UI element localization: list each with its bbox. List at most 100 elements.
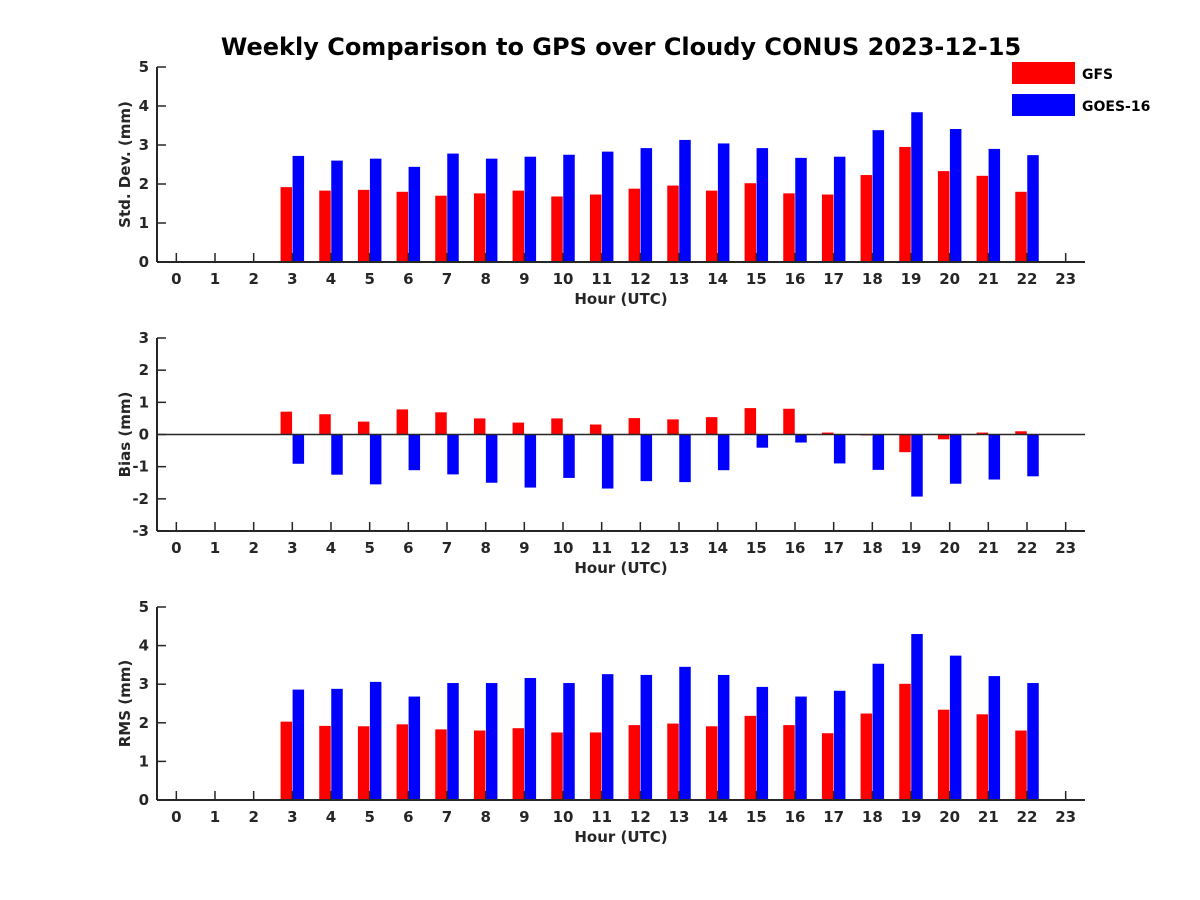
x-tick-label: 23 [1055,270,1076,288]
bar-goes16-hour-5 [369,434,382,485]
bar-gfs-hour-8 [473,730,486,800]
x-tick-label: 16 [785,270,806,288]
x-tick-label: 23 [1055,539,1076,557]
y-tick-label: 0 [139,426,149,444]
bar-goes16-hour-20 [949,129,962,262]
x-tick-label: 17 [823,808,844,826]
bar-goes16-hour-18 [872,663,885,800]
x-tick-label: 2 [248,270,258,288]
bar-gfs-hour-6 [396,191,409,262]
x-tick-label: 20 [939,808,960,826]
bar-goes16-hour-19 [911,434,923,497]
y-tick-label: 5 [139,58,149,76]
bar-gfs-hour-4 [319,190,331,262]
legend-swatch-gfs [1012,62,1075,84]
x-tick-label: 1 [210,270,220,288]
y-tick-label: 3 [139,136,149,154]
x-axis-label: Hour (UTC) [574,559,667,577]
bar-gfs-hour-3 [280,187,293,262]
x-tick-label: 2 [248,539,258,557]
bar-goes16-hour-3 [292,155,305,262]
bar-gfs-hour-9 [512,190,525,262]
x-tick-label: 13 [669,808,690,826]
x-tick-label: 21 [978,808,999,826]
bar-goes16-hour-4 [331,434,343,475]
x-tick-label: 9 [519,270,529,288]
x-tick-label: 21 [978,270,999,288]
x-tick-label: 6 [403,270,413,288]
x-tick-label: 12 [630,808,651,826]
bar-gfs-hour-11 [589,424,602,435]
x-tick-label: 0 [171,808,181,826]
x-tick-label: 2 [248,808,258,826]
bar-gfs-hour-19 [899,434,911,453]
bar-goes16-hour-3 [292,689,305,800]
bar-gfs-hour-15 [744,408,757,435]
bar-goes16-hour-19 [911,634,923,800]
x-tick-label: 14 [707,808,728,826]
x-tick-label: 11 [591,270,612,288]
x-tick-label: 7 [442,808,452,826]
bar-goes16-hour-21 [988,676,1001,800]
x-tick-label: 23 [1055,808,1076,826]
x-tick-label: 9 [519,808,529,826]
x-tick-label: 3 [287,270,297,288]
bar-gfs-hour-10 [551,732,563,800]
x-tick-label: 19 [901,270,922,288]
x-tick-label: 11 [591,539,612,557]
x-tick-label: 8 [480,808,490,826]
x-tick-label: 12 [630,539,651,557]
x-tick-label: 15 [746,270,767,288]
x-tick-label: 10 [553,539,574,557]
bar-goes16-hour-18 [872,130,885,262]
bar-gfs-hour-4 [319,414,331,435]
bar-gfs-hour-16 [783,408,795,435]
bar-goes16-hour-3 [292,434,305,464]
bar-gfs-hour-7 [435,412,447,435]
y-tick-label: -3 [132,522,149,540]
bar-gfs-hour-11 [589,194,602,262]
bar-goes16-hour-21 [988,434,1001,480]
bar-gfs-hour-18 [860,175,873,262]
bar-gfs-hour-15 [744,715,757,800]
x-tick-label: 22 [1017,270,1038,288]
x-tick-label: 3 [287,539,297,557]
x-tick-label: 16 [785,539,806,557]
bar-goes16-hour-20 [949,434,962,484]
y-tick-label: 2 [139,714,149,732]
x-tick-label: 20 [939,539,960,557]
x-tick-label: 19 [901,539,922,557]
bar-goes16-hour-10 [563,154,575,262]
x-tick-label: 16 [785,808,806,826]
x-tick-label: 6 [403,808,413,826]
bar-goes16-hour-8 [485,158,498,262]
bar-goes16-hour-9 [524,156,537,262]
x-tick-label: 21 [978,539,999,557]
bar-gfs-hour-9 [512,422,525,435]
bar-gfs-hour-22 [1015,730,1027,800]
bar-goes16-hour-4 [331,688,343,800]
bar-goes16-hour-9 [524,434,537,488]
bar-gfs-hour-11 [589,732,602,800]
bar-goes16-hour-17 [833,156,846,262]
x-tick-label: 4 [326,808,336,826]
y-tick-label: 1 [139,393,149,411]
bar-gfs-hour-10 [551,196,563,262]
bar-gfs-hour-22 [1015,431,1027,435]
x-tick-label: 4 [326,270,336,288]
bar-goes16-hour-5 [369,158,382,262]
bar-goes16-hour-22 [1027,434,1039,477]
bar-goes16-hour-6 [408,166,421,262]
bar-gfs-hour-3 [280,721,293,800]
y-axis-label: Bias (mm) [116,392,134,478]
y-tick-label: 0 [139,253,149,271]
x-tick-label: 0 [171,539,181,557]
x-tick-label: 19 [901,808,922,826]
bar-goes16-hour-11 [601,434,614,489]
bar-gfs-hour-6 [396,724,409,800]
